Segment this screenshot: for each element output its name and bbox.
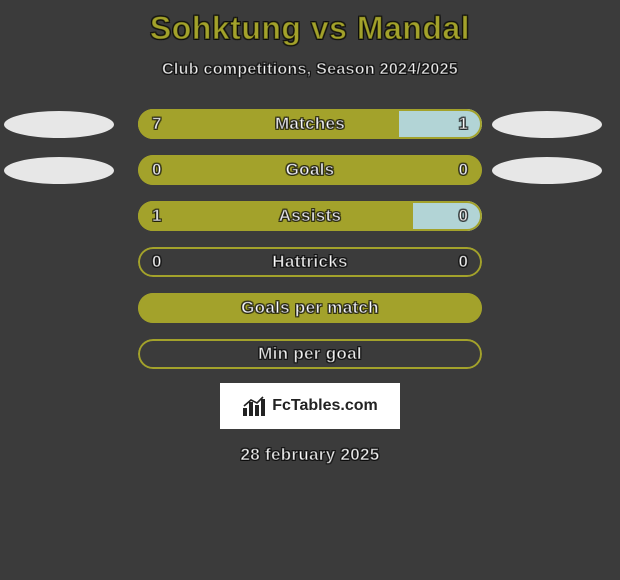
stat-bar: 71Matches <box>138 109 482 139</box>
player1-logo-placeholder <box>4 111 114 138</box>
stat-bar: 10Assists <box>138 201 482 231</box>
stat-label: Assists <box>138 206 482 226</box>
subtitle: Club competitions, Season 2024/2025 <box>162 61 458 79</box>
stat-label: Goals per match <box>138 298 482 318</box>
stat-row: 00Goals <box>0 155 620 185</box>
comparison-infographic: Sohktung vs Mandal Club competitions, Se… <box>0 0 620 580</box>
page-title: Sohktung vs Mandal <box>150 10 470 47</box>
player2-logo-placeholder <box>492 111 602 138</box>
stat-row: 10Assists <box>0 201 620 231</box>
footer-date: 28 february 2025 <box>241 445 380 465</box>
stat-label: Matches <box>138 114 482 134</box>
stat-row: Goals per match <box>0 293 620 323</box>
stat-label: Goals <box>138 160 482 180</box>
stat-bar: 00Goals <box>138 155 482 185</box>
title-player1: Sohktung <box>150 10 302 46</box>
title-player2: Mandal <box>357 10 470 46</box>
stat-row: Min per goal <box>0 339 620 369</box>
stat-label: Min per goal <box>138 344 482 364</box>
stat-bar: Goals per match <box>138 293 482 323</box>
title-vs: vs <box>311 10 348 46</box>
stat-label: Hattricks <box>138 252 482 272</box>
player2-logo-placeholder <box>492 157 602 184</box>
player1-logo-placeholder <box>4 157 114 184</box>
brand-box: FcTables.com <box>220 383 400 429</box>
stats-rows: 71Matches 00Goals 10Assists 00Hattricks Goal… <box>0 109 620 369</box>
brand-text: FcTables.com <box>272 397 378 415</box>
stat-row: 71Matches <box>0 109 620 139</box>
brand-chart-icon <box>242 396 266 416</box>
stat-bar: Min per goal <box>138 339 482 369</box>
stat-bar: 00Hattricks <box>138 247 482 277</box>
stat-row: 00Hattricks <box>0 247 620 277</box>
